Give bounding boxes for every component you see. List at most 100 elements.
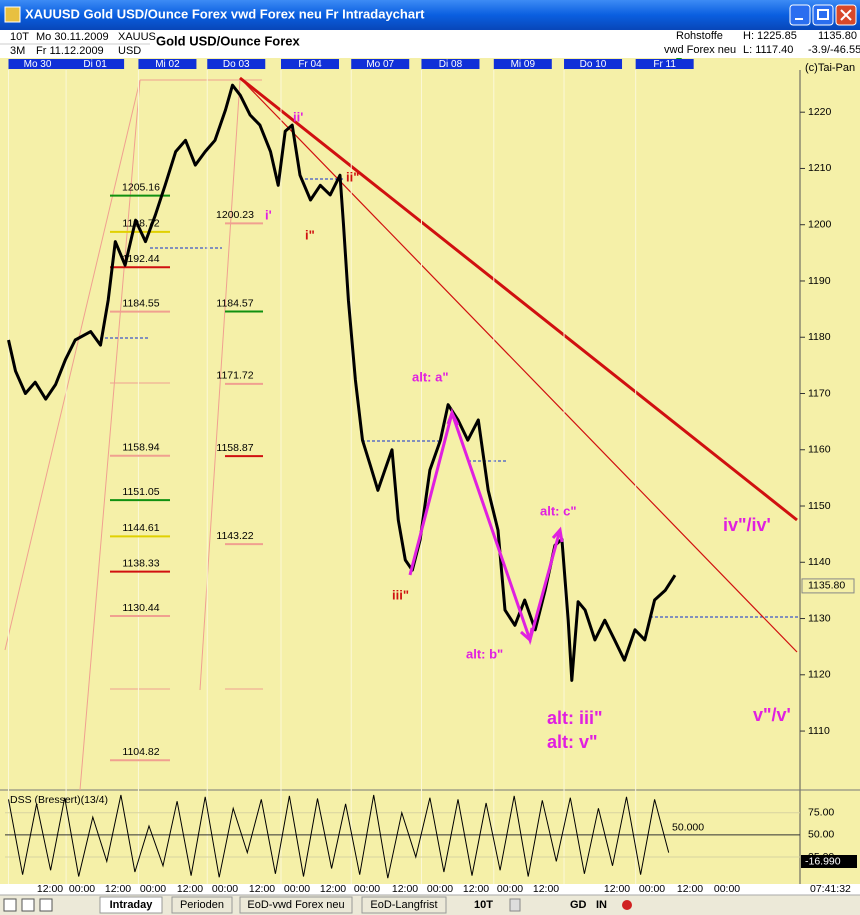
day-tick bbox=[635, 59, 694, 69]
time-label: 00:00 bbox=[354, 883, 380, 895]
day-tick-label: Mo 07 bbox=[366, 59, 394, 70]
y-tick-label: 1210 bbox=[808, 162, 832, 174]
level-label: 1104.82 bbox=[122, 746, 159, 758]
level-label: 1138.33 bbox=[122, 557, 159, 569]
last-price: 1135.80 bbox=[818, 30, 857, 42]
tab[interactable] bbox=[239, 896, 353, 914]
day-tick bbox=[564, 59, 623, 69]
wave-label: alt: a" bbox=[412, 369, 449, 384]
time-label: 12:00 bbox=[392, 883, 418, 895]
date-from: Mo 30.11.2009 bbox=[36, 31, 109, 43]
dss-title: DSS (Bressert)(13/4) bbox=[10, 794, 108, 806]
day-tick bbox=[281, 59, 340, 69]
time-label: 00:00 bbox=[639, 883, 665, 895]
day-tick-label: Fr 11 bbox=[653, 59, 676, 70]
window-title: XAUUSD Gold USD/Ounce Forex vwd Forex ne… bbox=[25, 6, 425, 21]
y-tick-label: 1160 bbox=[808, 444, 831, 456]
day-tick-label: Mi 09 bbox=[511, 59, 536, 70]
level-label: 1144.61 bbox=[122, 522, 159, 534]
time-label: 00:00 bbox=[69, 883, 95, 895]
tab[interactable] bbox=[361, 896, 447, 914]
gd-button[interactable]: GD bbox=[570, 899, 587, 911]
day-tick-label: Mo 30 bbox=[24, 59, 52, 70]
wave-label: i" bbox=[305, 227, 315, 242]
in-button[interactable]: IN bbox=[596, 899, 607, 911]
day-tick-label: Di 08 bbox=[439, 59, 463, 70]
wave-label: alt: iii" bbox=[547, 708, 603, 728]
time-label: 12:00 bbox=[463, 883, 489, 895]
dss-level-label: 50.000 bbox=[672, 822, 704, 834]
change: -3.9/-46.55 bbox=[808, 44, 860, 56]
arrow-head bbox=[520, 627, 534, 643]
y-tick-label: 1110 bbox=[808, 725, 830, 737]
time-label: 00:00 bbox=[212, 883, 238, 895]
y-tick-label: 1170 bbox=[808, 387, 831, 399]
level-label: 1205.16 bbox=[122, 181, 160, 193]
day-tick-label: Di 01 bbox=[83, 59, 107, 70]
day-tick bbox=[351, 59, 410, 69]
day-tick bbox=[66, 59, 125, 69]
y-tick-label: 1140 bbox=[808, 556, 831, 568]
y-tick-label: 1220 bbox=[808, 106, 832, 118]
tab[interactable] bbox=[171, 896, 233, 914]
wave-path bbox=[408, 407, 562, 646]
y-tick-label: 1120 bbox=[808, 669, 831, 681]
fan-line bbox=[79, 79, 141, 791]
tool-button[interactable] bbox=[39, 898, 53, 912]
trend-line bbox=[239, 77, 798, 653]
wave-label: alt: v" bbox=[547, 732, 598, 752]
day-tick-label: Do 10 bbox=[580, 59, 607, 70]
day-tick bbox=[8, 59, 67, 69]
dropdown-button[interactable] bbox=[509, 898, 521, 912]
interval: 10T bbox=[10, 31, 29, 43]
day-tick bbox=[421, 59, 480, 69]
tab[interactable] bbox=[99, 896, 163, 914]
tab-label[interactable]: Intraday bbox=[110, 899, 154, 911]
last-price-marker bbox=[801, 578, 855, 594]
time-label: 00:00 bbox=[497, 883, 523, 895]
date-to: Fr 11.12.2009 bbox=[36, 45, 104, 57]
y-tick-label: 1200 bbox=[808, 218, 832, 230]
time-label: 12:00 bbox=[320, 883, 346, 895]
tool-button[interactable] bbox=[3, 898, 17, 912]
level-label: 1158.94 bbox=[122, 441, 159, 453]
fan-line bbox=[199, 79, 241, 691]
maximize-icon bbox=[817, 9, 829, 20]
last-price-label: 1135.80 bbox=[808, 580, 845, 592]
tab-label[interactable]: EoD-Langfrist bbox=[370, 899, 437, 911]
high: H: 1225.85 bbox=[743, 30, 797, 42]
time-label: 00:00 bbox=[427, 883, 453, 895]
time-label: 12:00 bbox=[604, 883, 630, 895]
minimize-button[interactable] bbox=[789, 4, 811, 26]
group: Rohstoffe bbox=[676, 30, 723, 42]
tab-label[interactable]: Perioden bbox=[180, 899, 224, 911]
wave-label: v"/v' bbox=[753, 705, 791, 725]
level-label: 1158.87 bbox=[216, 442, 253, 454]
dss-tick-label: 75.00 bbox=[808, 806, 834, 818]
day-tick bbox=[138, 59, 197, 69]
time-label: 00:00 bbox=[140, 883, 166, 895]
tab-label[interactable]: EoD-vwd Forex neu bbox=[247, 899, 344, 911]
clock: 07:41:32 bbox=[810, 883, 851, 895]
currency: USD bbox=[118, 45, 141, 57]
day-tick-label: Mi 02 bbox=[155, 59, 180, 70]
period-select[interactable]: 10T bbox=[474, 899, 493, 911]
fan-lines bbox=[4, 79, 263, 791]
time-label: 12:00 bbox=[37, 883, 63, 895]
maximize-button[interactable] bbox=[812, 4, 834, 26]
tool-icon[interactable] bbox=[622, 900, 632, 910]
wave-label: alt: c" bbox=[540, 503, 577, 518]
price-line bbox=[7, 83, 677, 682]
dss-tick-label: 50.00 bbox=[808, 829, 834, 841]
fan-line bbox=[4, 79, 141, 651]
y-tick-label: 1190 bbox=[808, 275, 831, 287]
exchange: vwd Forex neu bbox=[664, 44, 736, 56]
instrument-name: Gold USD/Ounce Forex bbox=[156, 33, 301, 48]
dss-last-label: -16.990 bbox=[805, 855, 841, 867]
level-label: 1184.57 bbox=[216, 297, 253, 309]
dss-line bbox=[8, 794, 670, 879]
copyright: (c)Tai-Pan bbox=[805, 62, 855, 74]
tool-button[interactable] bbox=[21, 898, 35, 912]
time-label: 12:00 bbox=[249, 883, 275, 895]
